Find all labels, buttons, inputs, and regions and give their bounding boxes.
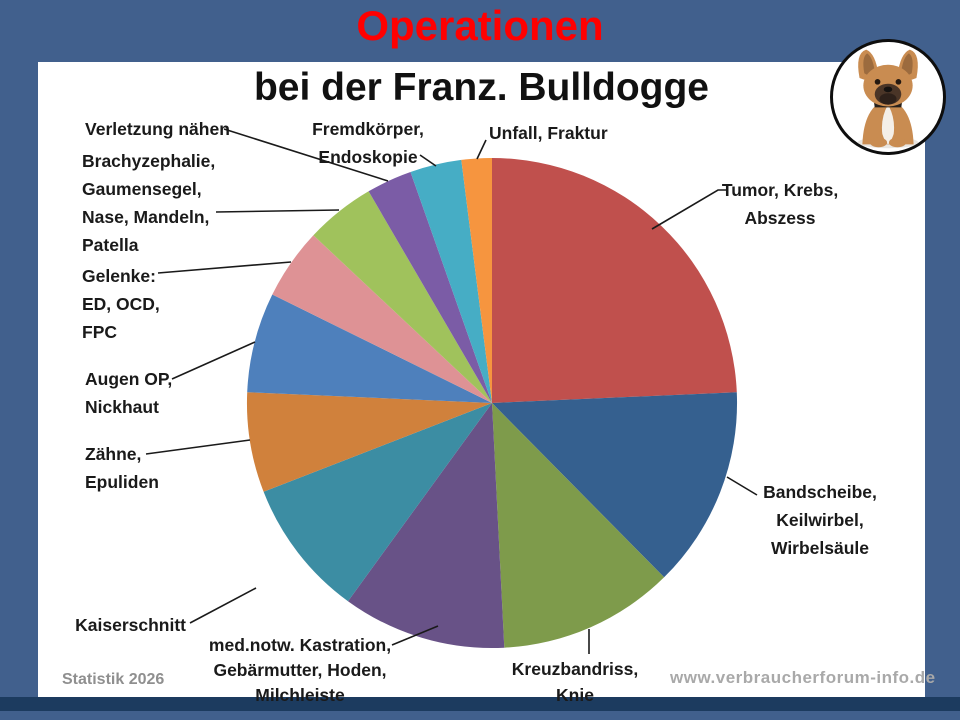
french-bulldog-illustration	[857, 49, 919, 149]
pie-slice-7	[247, 294, 492, 403]
pie-slice-11	[410, 159, 492, 403]
pie-slice-1	[492, 157, 737, 403]
leader-line-7	[171, 341, 256, 380]
website-label: www.verbraucherforum-info.de	[670, 668, 936, 687]
leader-line-9	[215, 209, 340, 213]
leader-line-11	[419, 154, 437, 167]
pie-slice-8	[272, 235, 492, 403]
leader-line-4	[391, 625, 439, 646]
pie-slice-12	[461, 157, 492, 403]
leader-line-6	[145, 439, 251, 455]
card-bottom-stripe	[0, 697, 960, 711]
pie-slice-10	[368, 172, 492, 403]
pie-slice-4	[348, 403, 505, 649]
leader-line-12	[476, 139, 487, 160]
pie-slice-3	[492, 403, 665, 648]
chart-subtitle: bei der Franz. Bulldogge	[253, 66, 710, 109]
pie-slice-2	[492, 392, 738, 578]
slide-title: Operationen	[356, 2, 604, 49]
leader-line-10	[223, 128, 389, 182]
statistic-year-label: Statistik 2026	[62, 671, 165, 688]
pie-slice-9	[313, 191, 492, 403]
leader-line-8	[157, 261, 292, 274]
leader-line-2	[726, 476, 758, 496]
leader-line-5	[189, 587, 257, 624]
pie-slice-5	[263, 403, 492, 602]
french-bulldog-photo	[830, 39, 946, 155]
pie-slice-6	[246, 392, 492, 492]
leader-line-1	[651, 189, 727, 230]
